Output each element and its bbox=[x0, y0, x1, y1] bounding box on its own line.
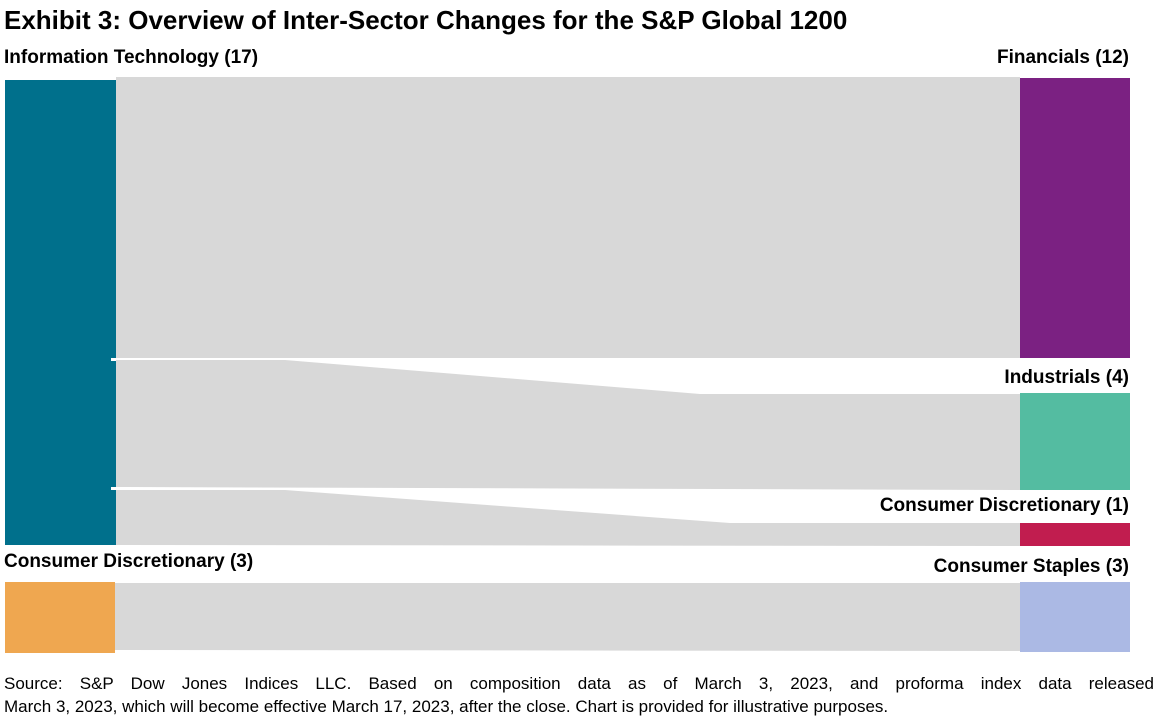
flow-information-technology-to-industrials bbox=[116, 360, 1020, 490]
flow-consumer-discretionary-to-consumer-staples bbox=[115, 583, 1020, 651]
source-note: Source: S&P Dow Jones Indices LLC. Based… bbox=[4, 672, 1154, 718]
node-bar-information-technology bbox=[5, 80, 116, 545]
node-label-industrials: Industrials (4) bbox=[1004, 367, 1129, 388]
node-label-financials: Financials (12) bbox=[997, 47, 1129, 68]
source-note-line-2: March 3, 2023, which will become effecti… bbox=[4, 697, 889, 716]
flow-information-technology-to-consumer-discretionary bbox=[116, 490, 1020, 546]
node-flow-gap bbox=[111, 358, 116, 361]
node-bar-financials bbox=[1020, 78, 1130, 358]
node-bar-consumer-discretionary-in bbox=[1020, 523, 1130, 546]
node-bar-consumer-staples bbox=[1020, 582, 1130, 652]
node-label-consumer-staples: Consumer Staples (3) bbox=[933, 556, 1129, 577]
node-label-information-technology: Information Technology (17) bbox=[4, 47, 259, 68]
node-flow-gap bbox=[111, 487, 116, 490]
node-label-consumer-discretionary-in: Consumer Discretionary (1) bbox=[879, 495, 1129, 516]
flow-information-technology-to-financials bbox=[116, 77, 1020, 358]
source-note-line-1: Source: S&P Dow Jones Indices LLC. Based… bbox=[4, 674, 1154, 693]
node-bar-consumer-discretionary-out bbox=[5, 582, 115, 653]
node-bar-industrials bbox=[1020, 393, 1130, 490]
exhibit-title: Exhibit 3: Overview of Inter-Sector Chan… bbox=[4, 5, 848, 35]
node-label-consumer-discretionary-out: Consumer Discretionary (3) bbox=[4, 551, 254, 572]
